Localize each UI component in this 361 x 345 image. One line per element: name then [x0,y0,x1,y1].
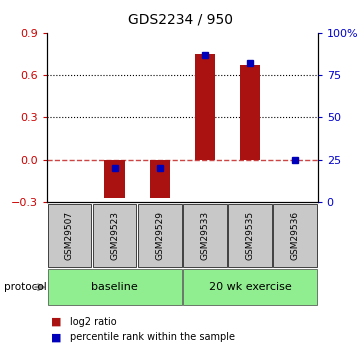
Text: log2 ratio: log2 ratio [70,317,117,326]
Text: percentile rank within the sample: percentile rank within the sample [70,333,235,342]
Text: GSM29536: GSM29536 [291,211,300,260]
Text: GSM29507: GSM29507 [65,211,74,260]
Text: ■: ■ [51,333,61,342]
Text: ■: ■ [51,317,61,326]
Text: 20 wk exercise: 20 wk exercise [209,282,291,292]
Text: GSM29535: GSM29535 [245,211,255,260]
Bar [195,54,215,159]
Bar [149,159,170,198]
Text: baseline: baseline [91,282,138,292]
Text: GSM29523: GSM29523 [110,211,119,260]
Text: GDS2234 / 950: GDS2234 / 950 [128,12,233,26]
Text: protocol: protocol [4,282,46,292]
Text: GSM29533: GSM29533 [200,211,209,260]
Bar [240,65,260,159]
Bar [104,159,125,198]
Text: GSM29529: GSM29529 [155,211,164,260]
